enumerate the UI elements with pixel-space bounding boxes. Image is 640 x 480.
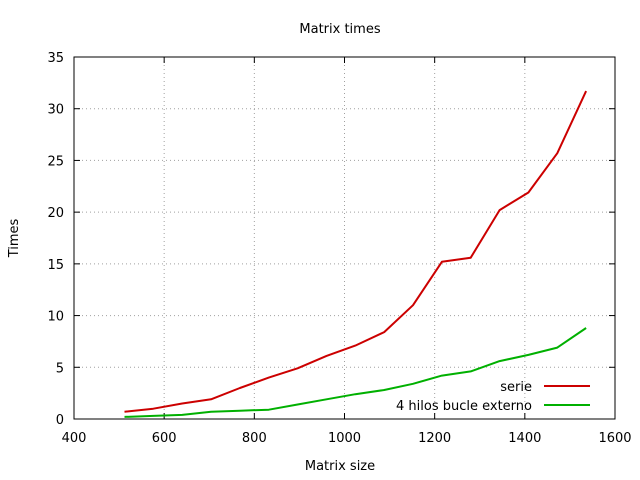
tick-layer: 400 600 800 1000 1200 1400 1600 0 5 10 15 20 25 30 35 xyxy=(47,51,631,446)
y-tick-label: 5 xyxy=(56,361,64,376)
x-tick-label: 1000 xyxy=(328,431,361,446)
legend-label-1: serie xyxy=(500,380,532,395)
chart-title: Matrix times xyxy=(299,22,380,37)
x-axis-label: Matrix size xyxy=(305,459,375,474)
x-tick-label: 1400 xyxy=(508,431,541,446)
x-tick-label: 800 xyxy=(242,431,267,446)
series-layer xyxy=(124,90,588,418)
y-tick-label: 0 xyxy=(56,413,64,428)
x-tick-label: 400 xyxy=(62,431,87,446)
y-tick-label: 20 xyxy=(47,206,64,221)
x-tick-label: 600 xyxy=(152,431,177,446)
y-tick-label: 15 xyxy=(47,258,64,273)
y-axis-label: Times xyxy=(7,218,22,258)
x-tick-label: 1200 xyxy=(418,431,451,446)
y-tick-label: 30 xyxy=(47,103,64,118)
x-tick-label: 1600 xyxy=(598,431,631,446)
y-tick-label: 35 xyxy=(47,51,64,66)
legend-label-2: 4 hilos bucle externo xyxy=(396,399,532,414)
y-tick-label: 25 xyxy=(47,154,64,169)
y-tick-label: 10 xyxy=(47,310,64,325)
series-line-1 xyxy=(124,90,588,413)
legend: serie 4 hilos bucle externo xyxy=(396,380,590,414)
grid-layer xyxy=(74,57,615,419)
series-line-2 xyxy=(124,327,587,418)
